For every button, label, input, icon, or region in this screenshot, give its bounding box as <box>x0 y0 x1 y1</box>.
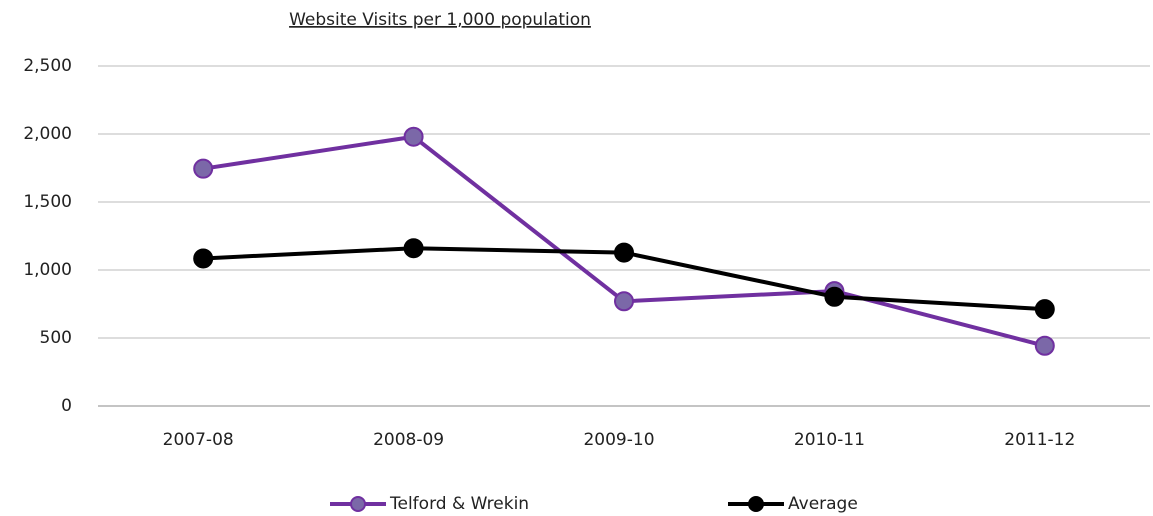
marker <box>1034 335 1055 356</box>
marker <box>193 158 214 179</box>
marker <box>193 248 214 269</box>
x-tick-label: 2010-11 <box>794 430 865 450</box>
legend-label: Telford & Wrekin <box>389 494 529 514</box>
legend-marker <box>748 496 764 512</box>
legend-marker <box>350 496 366 512</box>
marker <box>403 238 424 259</box>
chart-title: Website Visits per 1,000 population <box>289 10 591 30</box>
marker <box>403 126 424 147</box>
y-tick-label: 1,500 <box>23 192 72 212</box>
marker <box>1034 299 1055 320</box>
y-tick-label: 1,000 <box>23 260 72 280</box>
x-tick-label: 2011-12 <box>1004 430 1075 450</box>
x-tick-label: 2008-09 <box>373 430 444 450</box>
y-tick-label: 2,000 <box>23 124 72 144</box>
x-tick-label: 2007-08 <box>163 430 234 450</box>
y-tick-label: 500 <box>40 328 72 348</box>
y-tick-label: 2,500 <box>23 56 72 76</box>
marker <box>614 242 634 263</box>
y-tick-label: 0 <box>61 396 72 416</box>
marker <box>824 286 845 307</box>
series-line <box>202 134 1046 348</box>
marker <box>614 291 634 312</box>
legend-label: Average <box>788 494 858 514</box>
x-tick-label: 2009-10 <box>583 430 654 450</box>
